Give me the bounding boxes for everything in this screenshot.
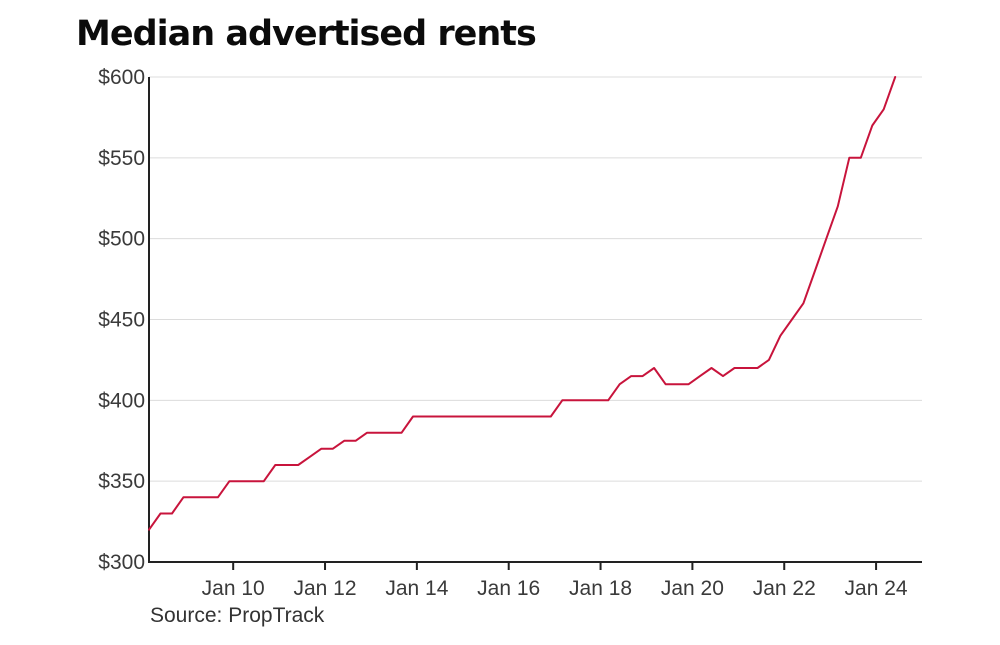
- y-tick-label: $600: [98, 66, 145, 89]
- series-lines: [148, 76, 897, 531]
- y-tick-labels: $300 $350 $400 $450 $500 $550 $600: [98, 66, 145, 574]
- x-tick-label: Jan 24: [845, 577, 908, 600]
- x-tick-label: Jan 12: [293, 577, 356, 600]
- x-tick-label: Jan 16: [477, 577, 540, 600]
- rent-series-line: [148, 76, 897, 531]
- y-tick-label: $400: [98, 389, 145, 412]
- y-tick-label: $500: [98, 228, 145, 251]
- gridlines: [149, 76, 922, 482]
- y-tick-label: $550: [98, 147, 145, 170]
- x-tick-label: Jan 14: [385, 577, 448, 600]
- axes: [148, 77, 922, 563]
- x-tick-label: Jan 10: [202, 577, 265, 600]
- x-tick-label: Jan 20: [661, 577, 724, 600]
- source-note: Source: PropTrack: [150, 604, 325, 627]
- x-tick-label: Jan 18: [569, 577, 632, 600]
- y-tick-label: $300: [98, 551, 145, 574]
- x-tick-label: Jan 22: [753, 577, 816, 600]
- x-ticks: Jan 10 Jan 12 Jan 14 Jan 16 Jan 18 Jan 20 Jan …: [202, 562, 908, 600]
- y-tick-label: $450: [98, 309, 145, 332]
- chart-title: Median advertised rents: [76, 14, 537, 54]
- y-tick-label: $350: [98, 470, 145, 493]
